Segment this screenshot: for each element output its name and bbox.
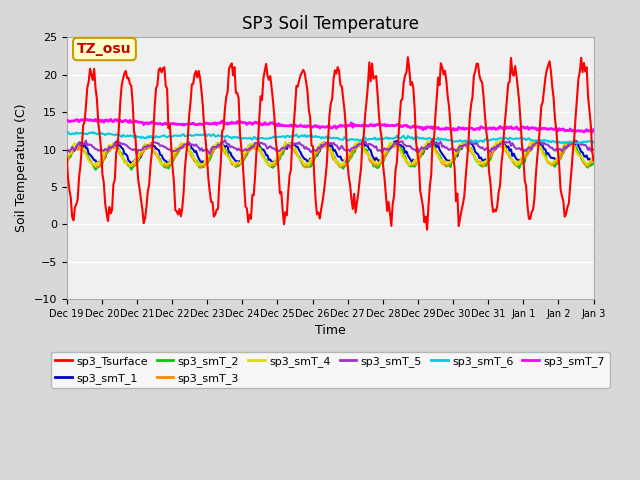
sp3_smT_6 — [82, 131, 90, 137]
sp3_smT_3 — [63, 159, 70, 165]
Line: sp3_smT_1: sp3_smT_1 — [67, 141, 593, 164]
sp3_smT_2 — [589, 161, 597, 167]
Line: sp3_smT_2: sp3_smT_2 — [67, 142, 593, 170]
sp3_smT_1 — [520, 156, 527, 161]
sp3_smT_5 — [114, 137, 122, 143]
sp3_smT_2 — [81, 149, 88, 155]
sp3_smT_4 — [63, 155, 70, 160]
sp3_smT_2 — [92, 167, 99, 173]
sp3_smT_3 — [529, 140, 537, 146]
sp3_smT_6 — [588, 138, 596, 144]
sp3_smT_5 — [589, 147, 597, 153]
sp3_smT_6 — [518, 135, 526, 141]
Line: sp3_smT_7: sp3_smT_7 — [67, 119, 593, 132]
sp3_smT_3 — [518, 159, 526, 165]
sp3_smT_7 — [440, 126, 447, 132]
sp3_smT_4 — [81, 148, 88, 154]
sp3_smT_4 — [97, 157, 105, 163]
sp3_Tsurface — [63, 154, 70, 159]
sp3_smT_2 — [335, 163, 343, 168]
sp3_smT_1 — [589, 154, 597, 159]
sp3_smT_2 — [518, 160, 526, 166]
sp3_smT_4 — [588, 156, 596, 161]
sp3_smT_7 — [589, 127, 597, 133]
sp3_smT_7 — [588, 129, 596, 135]
sp3_smT_4 — [335, 160, 343, 166]
sp3_smT_3 — [335, 163, 343, 168]
sp3_smT_1 — [335, 154, 343, 160]
sp3_smT_2 — [440, 159, 447, 165]
sp3_smT_3 — [589, 158, 597, 164]
Y-axis label: Soil Temperature (C): Soil Temperature (C) — [15, 104, 28, 232]
sp3_smT_7 — [63, 118, 70, 123]
sp3_smT_4 — [126, 163, 134, 169]
sp3_smT_5 — [97, 148, 105, 154]
Legend: sp3_Tsurface, sp3_smT_1, sp3_smT_2, sp3_smT_3, sp3_smT_4, sp3_smT_5, sp3_smT_6, : sp3_Tsurface, sp3_smT_1, sp3_smT_2, sp3_… — [51, 352, 609, 388]
sp3_Tsurface — [423, 227, 431, 233]
X-axis label: Time: Time — [315, 324, 346, 337]
sp3_smT_7 — [518, 124, 526, 130]
sp3_smT_7 — [587, 128, 595, 133]
sp3_Tsurface — [81, 119, 88, 125]
sp3_smT_5 — [588, 147, 596, 153]
Title: SP3 Soil Temperature: SP3 Soil Temperature — [242, 15, 419, 33]
sp3_Tsurface — [441, 68, 449, 73]
sp3_smT_5 — [337, 145, 344, 151]
sp3_smT_3 — [440, 158, 447, 164]
sp3_smT_7 — [335, 124, 343, 130]
sp3_smT_2 — [63, 161, 70, 167]
sp3_Tsurface — [588, 149, 596, 155]
sp3_smT_1 — [441, 155, 449, 161]
sp3_smT_7 — [81, 117, 88, 123]
Line: sp3_smT_3: sp3_smT_3 — [67, 143, 593, 168]
sp3_smT_6 — [335, 136, 343, 142]
sp3_smT_6 — [589, 140, 597, 145]
Text: TZ_osu: TZ_osu — [77, 42, 132, 56]
sp3_smT_1 — [429, 138, 436, 144]
sp3_smT_5 — [520, 149, 527, 155]
sp3_smT_7 — [82, 116, 90, 122]
sp3_smT_5 — [81, 141, 88, 146]
sp3_smT_1 — [127, 161, 135, 167]
sp3_smT_6 — [573, 141, 581, 147]
sp3_smT_3 — [97, 160, 105, 166]
sp3_smT_5 — [133, 151, 141, 157]
sp3_Tsurface — [520, 155, 527, 161]
sp3_smT_6 — [440, 137, 447, 143]
Line: sp3_Tsurface: sp3_Tsurface — [67, 57, 593, 230]
sp3_smT_2 — [532, 139, 540, 144]
sp3_smT_1 — [63, 158, 70, 164]
sp3_Tsurface — [97, 145, 105, 151]
sp3_smT_2 — [99, 161, 106, 167]
sp3_smT_5 — [63, 150, 70, 156]
sp3_Tsurface — [404, 54, 412, 60]
sp3_smT_4 — [440, 160, 447, 166]
sp3_smT_6 — [63, 130, 70, 136]
sp3_smT_4 — [520, 154, 527, 160]
sp3_smT_5 — [441, 145, 449, 151]
Line: sp3_smT_4: sp3_smT_4 — [67, 141, 593, 166]
sp3_smT_6 — [64, 129, 72, 135]
sp3_smT_3 — [196, 165, 204, 170]
sp3_Tsurface — [589, 157, 597, 163]
sp3_smT_2 — [588, 162, 596, 168]
sp3_smT_1 — [81, 142, 88, 147]
sp3_smT_6 — [99, 131, 106, 137]
sp3_smT_1 — [588, 156, 596, 162]
Line: sp3_smT_6: sp3_smT_6 — [67, 132, 593, 144]
sp3_smT_1 — [97, 157, 105, 163]
sp3_smT_3 — [588, 159, 596, 165]
sp3_Tsurface — [334, 64, 342, 70]
sp3_smT_7 — [99, 118, 106, 123]
sp3_smT_4 — [589, 154, 597, 159]
sp3_smT_4 — [496, 138, 504, 144]
sp3_smT_3 — [81, 147, 88, 153]
Line: sp3_smT_5: sp3_smT_5 — [67, 140, 593, 154]
